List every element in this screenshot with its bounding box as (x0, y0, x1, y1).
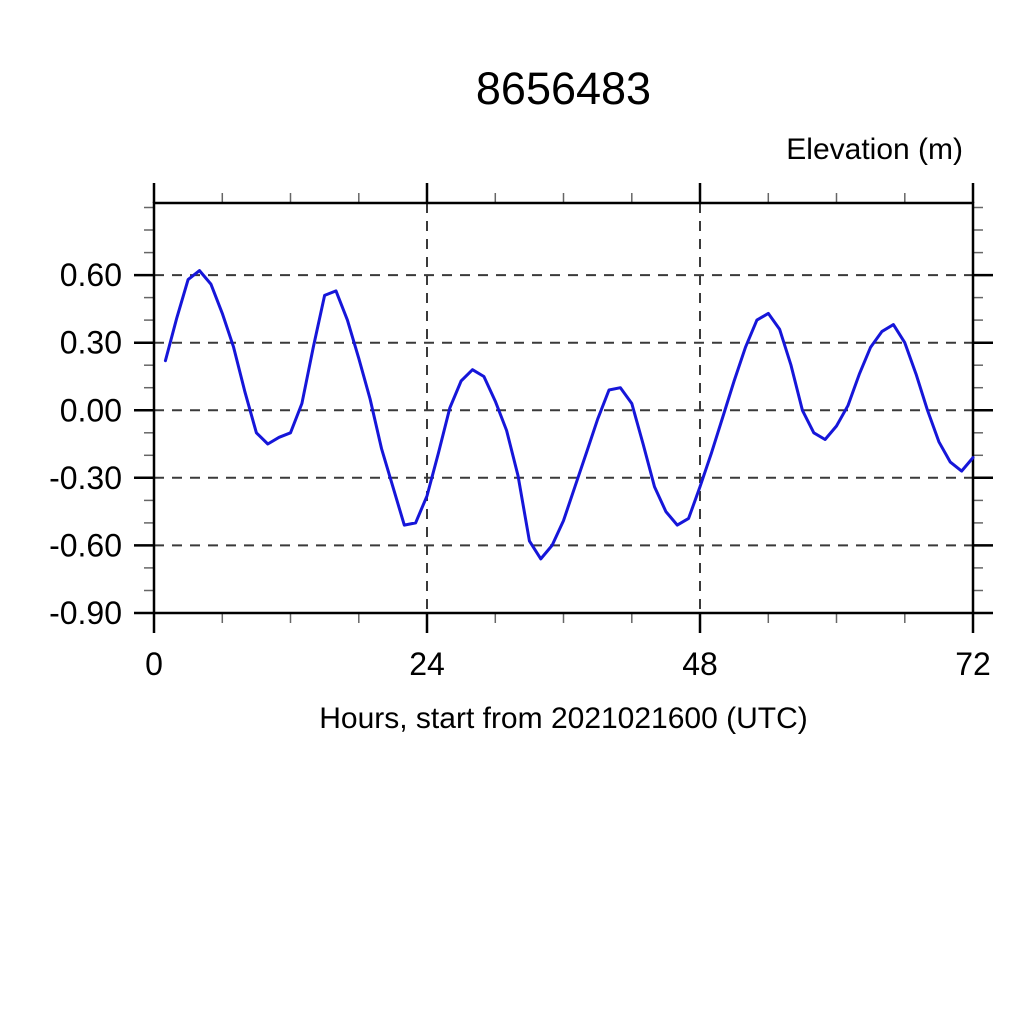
x-tick-label: 0 (145, 646, 163, 682)
elevation-line (163, 269, 975, 561)
y-tick-label: -0.60 (49, 527, 122, 563)
x-axis-title: Hours, start from 2021021600 (UTC) (319, 702, 808, 735)
y-axis-title: Elevation (m) (786, 133, 963, 166)
y-tick-label: 0.30 (60, 325, 122, 361)
y-tick-label: -0.90 (49, 595, 122, 631)
plot-frame (152, 201, 975, 615)
x-tick-label: 48 (682, 646, 718, 682)
x-tick-label: 72 (955, 646, 991, 682)
y-tick-label: 0.60 (60, 257, 122, 293)
y-tick-label: 0.00 (60, 392, 122, 428)
x-tick-label: 24 (409, 646, 445, 682)
chart-title: 8656483 (475, 63, 652, 114)
y-tick-label: -0.30 (49, 460, 122, 496)
